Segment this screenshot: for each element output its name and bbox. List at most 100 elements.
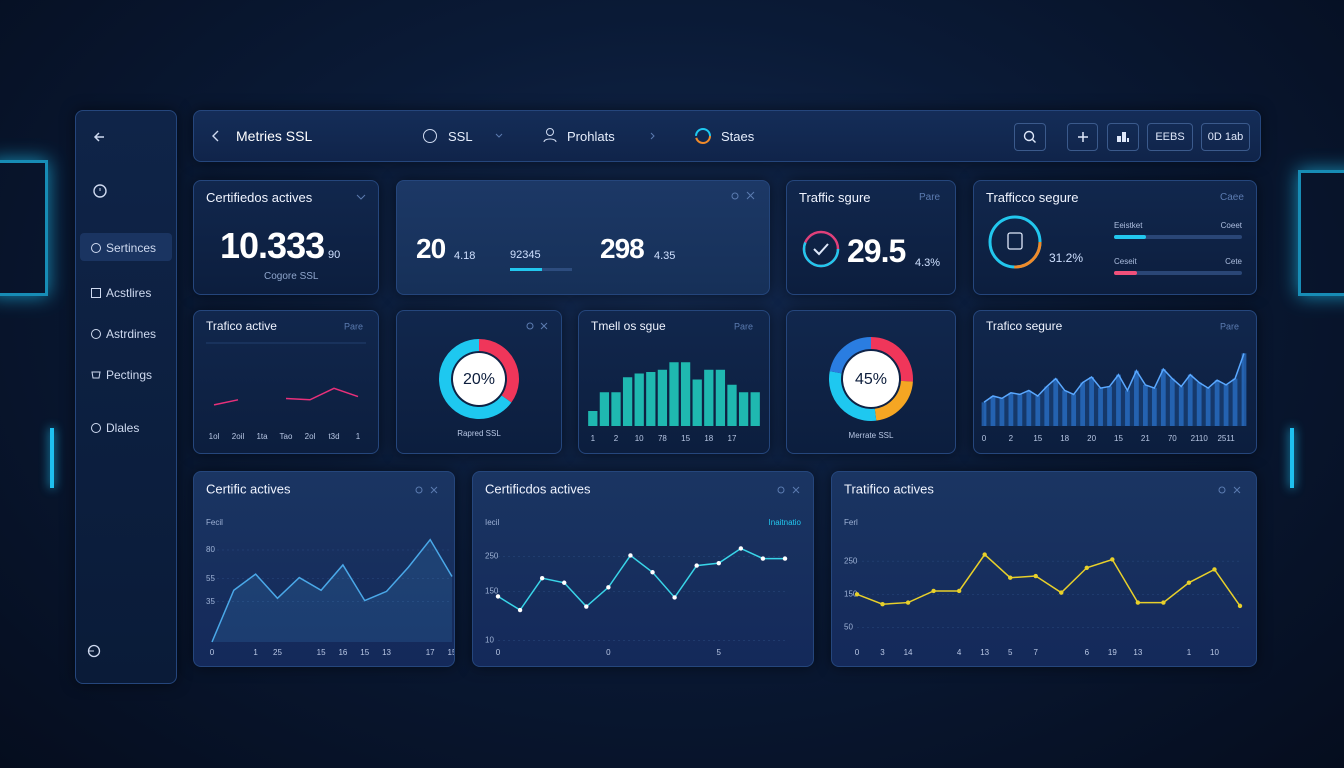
chart: Certific actives Fecil 35 55 80 0 1 25 15 16 15 1… xyxy=(206,481,457,657)
chart-card: Certific actives Fecil 35 55 80 0 1 25 15 16 15 1… xyxy=(193,471,457,667)
gauge xyxy=(802,230,840,268)
y-axis-label: Fecil xyxy=(206,518,223,527)
line xyxy=(213,399,239,406)
y-tick-label: 35 xyxy=(206,597,215,606)
card-icon[interactable] xyxy=(792,486,800,494)
card-icon[interactable] xyxy=(415,486,423,494)
point xyxy=(1008,575,1013,580)
x-tick-label: 17 xyxy=(426,648,435,657)
nav-item[interactable]: Dlales xyxy=(106,421,140,435)
x-tick-label: 78 xyxy=(658,434,667,443)
card-corner: Caee xyxy=(1220,192,1244,203)
tab[interactable]: Staes xyxy=(721,129,755,144)
y-tick-label: 150 xyxy=(844,589,858,598)
y-tick-label: 10 xyxy=(485,636,494,645)
x-tick-label: 2oil xyxy=(232,432,245,441)
x-tick-label: 0 xyxy=(606,648,611,657)
line xyxy=(211,538,453,643)
card-icon[interactable] xyxy=(430,486,438,494)
x-tick-label: 25 xyxy=(273,648,282,657)
x-tick-label: 2ol xyxy=(305,432,316,441)
chart-title: Trafico segure xyxy=(986,319,1063,333)
center-label: 20% xyxy=(463,371,495,388)
point xyxy=(672,595,677,600)
card-icon[interactable] xyxy=(526,322,534,330)
top-bar: Metries SSL SSL Prohlats Staes EEBS 0D 1… xyxy=(193,110,1261,162)
menu-button[interactable]: EEBS xyxy=(1147,123,1193,151)
point xyxy=(1186,580,1192,585)
row-label: Ceseit xyxy=(1114,257,1137,266)
point xyxy=(956,588,962,594)
nav-item[interactable]: Astrdines xyxy=(106,327,157,341)
point xyxy=(738,546,744,551)
progress-track xyxy=(1114,271,1242,275)
point xyxy=(584,604,589,609)
bar xyxy=(704,369,714,426)
x-tick-label: 10 xyxy=(1210,648,1219,657)
card-corner: Pare xyxy=(1220,321,1239,331)
point xyxy=(854,592,860,597)
y-tick-label: 80 xyxy=(206,545,215,554)
card-icon[interactable] xyxy=(777,486,785,494)
area xyxy=(984,353,1244,426)
chart-card: 45% Merrate SSL xyxy=(786,310,956,454)
add-button[interactable] xyxy=(1067,123,1098,151)
x-tick-label: 1ta xyxy=(256,432,268,441)
stat-value: 92345 xyxy=(510,249,541,261)
nav-item[interactable]: Acstlires xyxy=(106,286,152,300)
point xyxy=(1059,590,1064,595)
card-icons[interactable] xyxy=(731,191,757,201)
card-icon[interactable] xyxy=(1233,486,1241,494)
back-icon[interactable] xyxy=(92,129,108,145)
x-tick-label: 4 xyxy=(957,648,962,657)
line xyxy=(856,553,1241,607)
bar xyxy=(1116,374,1121,426)
chart-button[interactable] xyxy=(1107,123,1139,151)
bar xyxy=(1151,388,1157,426)
row-label: Cete xyxy=(1225,257,1242,266)
bar xyxy=(981,402,987,426)
stat-caption: Cogore SSL xyxy=(264,271,319,282)
chart: Certificdos actives Iecil Inaitnatio 10 1… xyxy=(485,481,802,657)
search-button[interactable] xyxy=(1014,123,1046,151)
donut-segment xyxy=(870,337,913,382)
chevron[interactable] xyxy=(356,193,366,201)
point xyxy=(880,602,885,607)
bar xyxy=(1142,384,1148,426)
y-axis-label: Ferl xyxy=(844,518,858,527)
bar xyxy=(750,392,760,426)
decor-glow xyxy=(1298,170,1344,296)
point xyxy=(760,556,766,561)
bar xyxy=(738,392,749,426)
chart-card: Trafico active Pare 1ol 2oil 1ta Tao 2ol t3d 1 xyxy=(193,310,379,454)
clock-icon[interactable] xyxy=(92,183,108,199)
donut-center xyxy=(843,351,899,407)
caption: Rapred SSL xyxy=(457,429,501,438)
tab[interactable]: Prohlats xyxy=(567,129,615,144)
logout-icon[interactable] xyxy=(86,643,102,659)
chart-title: Trafico active xyxy=(206,319,277,333)
point xyxy=(628,553,633,558)
y-tick-label: 55 xyxy=(206,574,215,583)
y-tick-label: 50 xyxy=(844,623,853,632)
nav-item[interactable]: Sertinces xyxy=(106,241,157,255)
point xyxy=(650,570,655,575)
tab[interactable]: SSL xyxy=(448,129,473,144)
bar xyxy=(1080,382,1086,426)
x-tick-label: 2511 xyxy=(1217,434,1235,443)
card-icon[interactable] xyxy=(540,322,548,330)
point xyxy=(1110,557,1115,562)
menu-button[interactable]: 0D 1ab xyxy=(1201,123,1250,151)
bar xyxy=(622,377,633,426)
x-tick-label: 5 xyxy=(717,648,722,657)
row-label: Eeistket xyxy=(1114,221,1143,230)
nav-item[interactable]: Pectings xyxy=(106,368,153,382)
card-icon[interactable] xyxy=(1218,486,1226,494)
chart: 45% Merrate SSL xyxy=(829,337,913,440)
bar xyxy=(1107,386,1112,426)
back-icon[interactable] xyxy=(210,129,222,143)
point xyxy=(931,588,936,594)
bar xyxy=(1187,374,1193,426)
stat-card: Trafficco segure Caee 31.2% Eeistket Coe… xyxy=(973,180,1257,295)
